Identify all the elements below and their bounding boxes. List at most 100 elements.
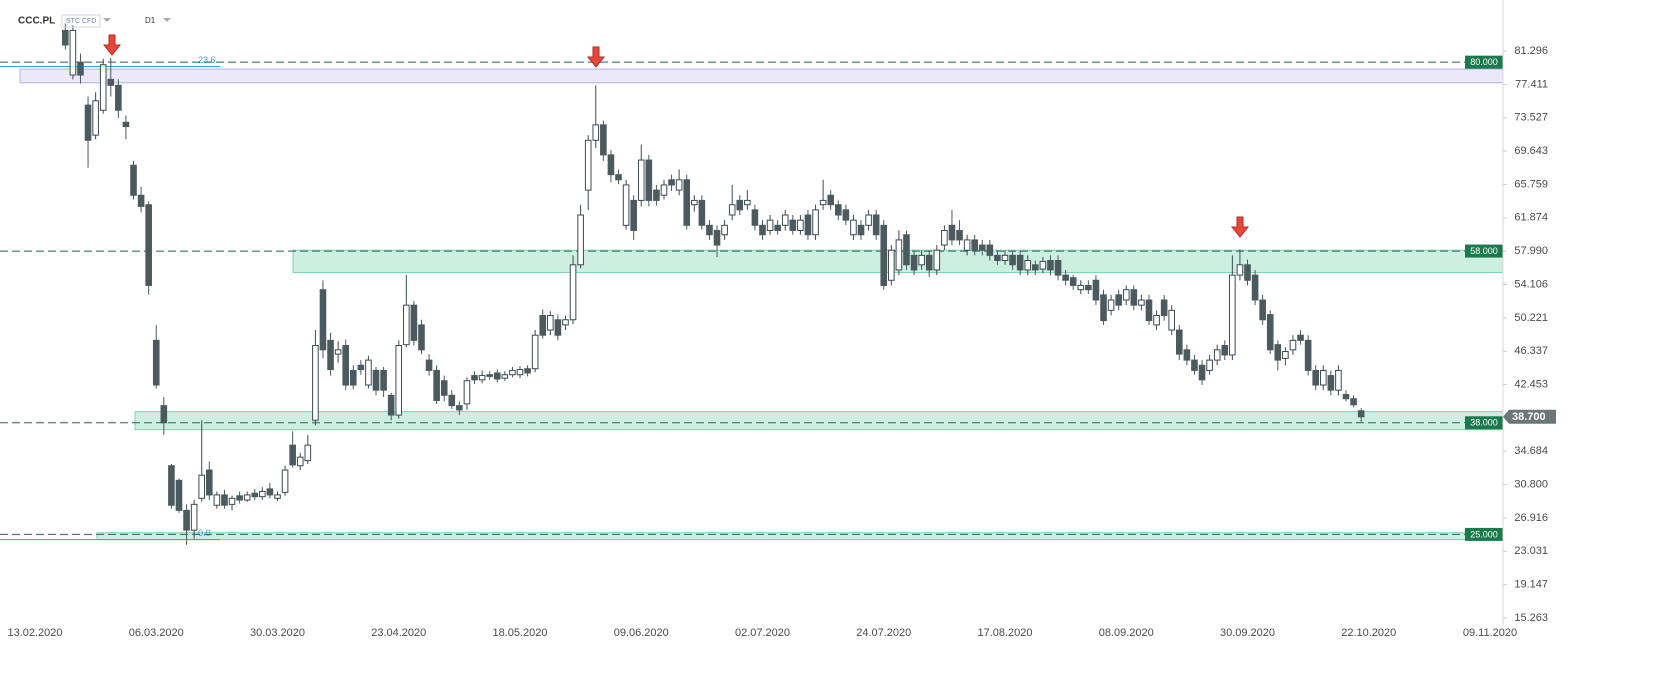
candle-body xyxy=(895,239,903,271)
x-tick-label: 24.07.2020 xyxy=(856,627,911,639)
candle-body xyxy=(1130,289,1138,306)
candle-body xyxy=(857,224,865,236)
candle-body xyxy=(425,359,433,371)
candle-body xyxy=(1168,309,1176,331)
candle-body xyxy=(440,380,448,396)
interval[interactable]: D1 xyxy=(145,16,156,25)
arrows xyxy=(102,34,1250,238)
x-tick-label: 30.09.2020 xyxy=(1220,627,1275,639)
candle-body xyxy=(956,229,963,241)
candle-body xyxy=(781,214,789,226)
candle-body xyxy=(107,78,115,86)
candle-body xyxy=(463,380,471,405)
candle-body xyxy=(888,249,895,281)
candles xyxy=(62,23,1365,545)
candle-body xyxy=(706,224,713,236)
candle-body xyxy=(228,497,236,505)
dropdown-caret[interactable] xyxy=(163,18,171,22)
candle-body xyxy=(615,174,622,181)
candle-body xyxy=(728,204,736,216)
y-tick-label: 81.296 xyxy=(1514,45,1548,57)
y-tick-label: 42.453 xyxy=(1514,378,1548,390)
candle-body xyxy=(1251,274,1259,301)
levels xyxy=(0,61,1465,535)
candle-body xyxy=(736,199,744,211)
candle-body xyxy=(1289,339,1297,351)
candle-body xyxy=(501,374,509,379)
candle-body xyxy=(872,214,880,236)
candle-body xyxy=(1198,364,1206,381)
candle-body xyxy=(289,444,296,466)
candle-body xyxy=(1016,254,1024,271)
candle-body xyxy=(1138,299,1145,306)
arrow xyxy=(102,34,122,56)
candle-body xyxy=(562,319,569,326)
candle-body xyxy=(334,349,342,355)
x-tick-label: 02.07.2020 xyxy=(735,627,790,639)
candle-body xyxy=(243,494,251,501)
level-label: 38.000 xyxy=(1470,418,1498,428)
candle-body xyxy=(152,339,160,386)
candle-body xyxy=(395,345,403,416)
candle-body xyxy=(221,494,228,506)
y-tick-label: 77.411 xyxy=(1515,78,1548,90)
candle-body xyxy=(1039,260,1047,270)
candle-body xyxy=(1221,345,1229,356)
candle-body xyxy=(190,503,198,531)
candle-body xyxy=(69,29,77,76)
candle-body xyxy=(1297,334,1304,341)
x-tick-label: 09.06.2020 xyxy=(614,627,669,639)
y-tick-label: 46.337 xyxy=(1514,345,1548,357)
candle-body xyxy=(539,314,547,336)
candle-body xyxy=(327,339,334,371)
candle-body xyxy=(205,469,213,496)
y-tick-label: 73.527 xyxy=(1514,112,1548,124)
candle-body xyxy=(99,64,107,111)
candle-body xyxy=(1357,410,1365,418)
candle-body xyxy=(486,374,493,377)
candle-body xyxy=(1274,344,1282,361)
level-badge xyxy=(1465,244,1503,258)
level-badge xyxy=(1465,55,1503,69)
candle-body xyxy=(1342,393,1350,400)
candle-body xyxy=(471,375,478,381)
candle-body xyxy=(1350,398,1357,406)
candle-body xyxy=(145,204,152,286)
x-tick-label: 17.08.2020 xyxy=(977,627,1032,639)
candle-body xyxy=(834,204,842,216)
candle-body xyxy=(789,219,797,231)
candle-body xyxy=(1282,351,1289,359)
y-tick-label: 57.990 xyxy=(1514,245,1548,257)
candle-body xyxy=(1160,299,1168,316)
candle-body xyxy=(690,199,698,206)
current-price-badge xyxy=(1503,409,1556,424)
y-tick-label: 69.643 xyxy=(1514,145,1548,157)
candle-body xyxy=(357,364,365,371)
candle-body xyxy=(304,444,312,462)
market-badge xyxy=(61,14,101,28)
x-tick-label: 13.02.2020 xyxy=(7,627,62,639)
candle-body xyxy=(744,199,751,206)
dropdown-caret[interactable] xyxy=(103,18,111,22)
candle-body xyxy=(948,224,956,241)
y-tick-label: 65.759 xyxy=(1514,178,1548,190)
candle-body xyxy=(77,61,84,76)
x-tick-label: 09.11.2020 xyxy=(1463,627,1517,639)
candle-body xyxy=(1183,349,1191,361)
candle-body xyxy=(1092,279,1100,301)
candle-body xyxy=(122,121,130,128)
candle-body xyxy=(971,239,978,251)
candle-body xyxy=(1259,299,1266,321)
candle-body xyxy=(175,479,183,511)
candle-body xyxy=(1213,349,1221,361)
candle-body xyxy=(1327,375,1335,391)
x-tick-label: 18.05.2020 xyxy=(492,627,547,639)
candle-body xyxy=(592,124,600,141)
candle-body xyxy=(1085,284,1092,291)
candle-body xyxy=(342,345,350,386)
candle-body xyxy=(759,224,766,236)
candle-body xyxy=(1312,369,1320,386)
arrow xyxy=(586,46,606,68)
candle-body xyxy=(584,139,592,191)
